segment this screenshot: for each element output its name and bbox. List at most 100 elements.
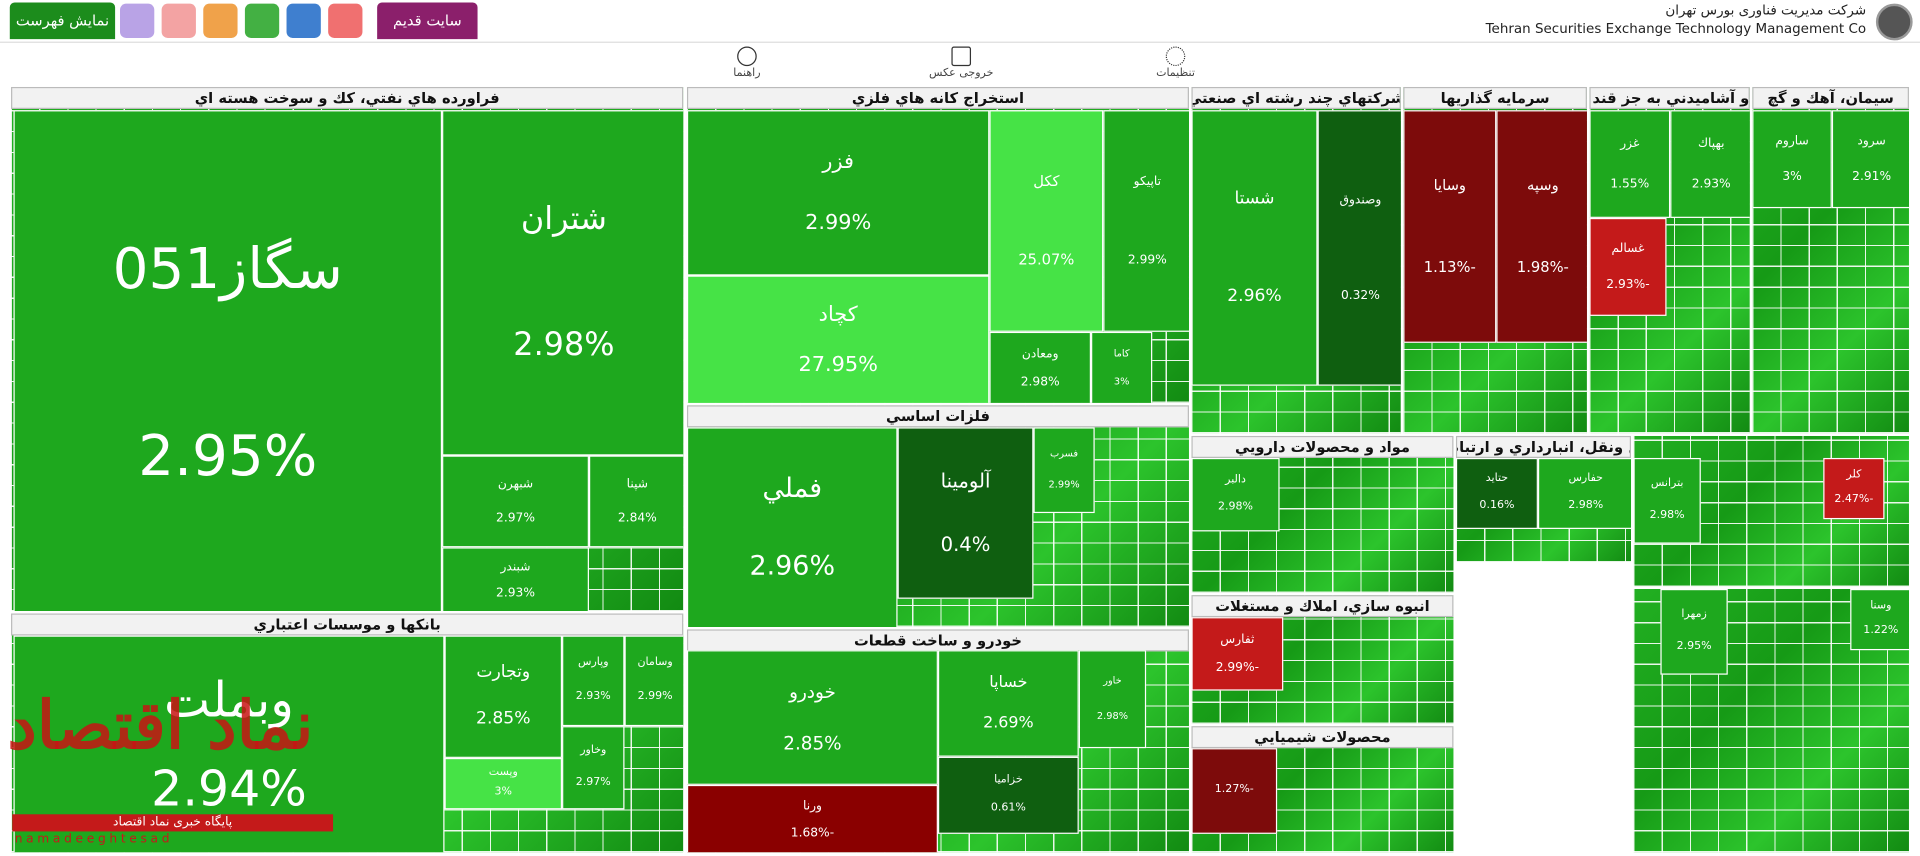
old-site-button[interactable]: سایت قدیم xyxy=(377,2,478,40)
stock-tile[interactable]: سگاز051 2.95% xyxy=(13,110,443,612)
stock-symbol: زمهرا xyxy=(1681,608,1707,621)
show-list-button[interactable]: نمایش فهرست xyxy=(9,2,116,40)
watermark-logo: نماد اقتصاد xyxy=(7,685,314,765)
stock-symbol: بترانس xyxy=(1650,477,1684,490)
sector: غذايي و آشاميدني به جز قند و شكر غزر 1.55%… xyxy=(1588,85,1752,435)
sector-title: حمل ونقل، انبارداري و ارتباطات xyxy=(1455,435,1632,458)
stock-change: 2.94% xyxy=(151,762,307,819)
help-tool[interactable]: راهنما xyxy=(698,46,796,80)
stock-tile[interactable]: كاما 3% xyxy=(1091,331,1153,403)
company-name: شرکت مدیریت فناوری بورس تهران Tehran Sec… xyxy=(1486,1,1867,38)
table-icon[interactable] xyxy=(203,3,238,38)
stock-tile[interactable]: حفارس 2.98% xyxy=(1537,457,1632,529)
stock-tile[interactable]: ورنا -1.68% xyxy=(686,784,938,853)
stock-tile[interactable]: شستا 2.96% xyxy=(1191,110,1318,386)
stock-tile[interactable]: شپنا 2.84% xyxy=(588,455,684,548)
settings-label: تنظیمات xyxy=(1156,67,1195,80)
stock-change: 1.22% xyxy=(1863,624,1899,637)
stock-symbol: شبندر xyxy=(500,560,531,575)
stock-change: 3% xyxy=(494,786,513,799)
stock-tile[interactable]: سرود 2.91% xyxy=(1831,110,1909,209)
stock-tile[interactable]: وسپه -1.98% xyxy=(1496,110,1587,343)
stock-symbol: شبهرن xyxy=(497,477,534,492)
stock-symbol: سرود xyxy=(1857,134,1886,148)
map-icon[interactable] xyxy=(328,3,363,38)
stock-tile[interactable]: وسايا -1.13% xyxy=(1403,110,1497,343)
report-icon[interactable] xyxy=(286,3,321,38)
stock-symbol: خساپا xyxy=(989,673,1028,692)
stock-symbol: شستا xyxy=(1234,188,1275,209)
sector: استخراج كانه هاي فلزي فزر 2.99% كچاد 27.95% ك… xyxy=(685,85,1191,405)
sector-title: سيمان، آهك و گچ xyxy=(1752,86,1909,109)
watermark-caption: پایگاه خبری نماد اقتصاد xyxy=(12,814,334,832)
stock-change: 2.85% xyxy=(476,709,531,729)
stock-tile[interactable]: بهپاك 2.93% xyxy=(1670,110,1750,218)
stock-tile[interactable]: بترانس 2.98% xyxy=(1633,457,1701,544)
stock-change: 2.99% xyxy=(1048,479,1080,491)
stock-change: 2.98% xyxy=(1218,501,1254,514)
stock-tile[interactable]: خساپا 2.69% xyxy=(937,650,1079,757)
stock-tile[interactable]: شبندر 2.93% xyxy=(442,547,589,612)
stock-change: 2.97% xyxy=(496,511,535,526)
stock-tile[interactable]: ثفارس -2.99% xyxy=(1191,617,1284,691)
stock-tile[interactable]: فزر 2.99% xyxy=(686,110,990,276)
stock-tile[interactable]: حتايد 0.16% xyxy=(1455,457,1538,529)
stock-tile[interactable]: دالبر 2.98% xyxy=(1191,457,1280,532)
stock-tile[interactable]: ساروم 3% xyxy=(1752,110,1832,209)
stock-tile[interactable]: وتجارت 2.85% xyxy=(444,635,563,758)
stock-tile[interactable]: وصندوق 0.32% xyxy=(1317,110,1401,386)
stock-tile[interactable]: فسرب 2.99% xyxy=(1033,427,1095,514)
stock-symbol: فملي xyxy=(762,474,823,505)
sector-title: فراورده هاي نفتي، كك و سوخت هسته اي xyxy=(11,86,684,109)
settings-tool[interactable]: تنظیمات xyxy=(1127,46,1225,80)
sector: خودرو و ساخت قطعات خودرو 2.85% خساپا 2.69% خز… xyxy=(685,628,1191,854)
stock-symbol: حفارس xyxy=(1568,472,1603,485)
stock-tile[interactable]: تاپيكو 2.99% xyxy=(1103,110,1189,332)
stock-tile[interactable]: شبهرن 2.97% xyxy=(442,455,589,548)
stock-symbol: وسپه xyxy=(1526,176,1559,194)
stock-tile[interactable]: خاور 2.98% xyxy=(1078,650,1147,749)
stock-tile[interactable]: ومعادن 2.98% xyxy=(989,331,1092,403)
globe-icon[interactable] xyxy=(120,3,155,38)
stock-change: 2.85% xyxy=(783,731,842,754)
sector: زمهرا 2.95% وسنا 1.22% xyxy=(1632,587,1911,854)
stock-change: 2.98% xyxy=(1568,499,1604,512)
stock-tile[interactable]: غسالم -2.93% xyxy=(1589,217,1667,316)
stock-symbol: فزر xyxy=(822,149,854,174)
export-tool[interactable]: خروجی عکس xyxy=(912,46,1010,80)
stock-change: -1.68% xyxy=(790,826,835,841)
stock-tile[interactable]: وپارس 2.93% xyxy=(562,635,625,727)
stock-symbol: ساروم xyxy=(1775,134,1809,148)
stock-tile[interactable]: خزاميا 0.61% xyxy=(937,756,1079,834)
stock-change: 0.16% xyxy=(1479,499,1515,512)
treemap: فراورده هاي نفتي، كك و سوخت هسته اي سگاز0… xyxy=(9,85,1911,856)
stock-tile[interactable]: شتران 2.98% xyxy=(442,110,684,456)
sector-title: سرمايه گذاريها xyxy=(1403,86,1587,109)
stock-change: 0.4% xyxy=(940,532,991,557)
home-icon[interactable] xyxy=(161,3,196,38)
stock-tile[interactable]: كچاد 27.95% xyxy=(686,275,990,403)
stock-tile[interactable]: غزر 1.55% xyxy=(1589,110,1671,218)
stock-tile[interactable]: فملي 2.96% xyxy=(686,427,898,627)
stock-symbol: وتجارت xyxy=(476,662,531,683)
stock-tile[interactable]: زمهرا 2.95% xyxy=(1660,588,1728,675)
stock-tile[interactable]: وخاور 2.97% xyxy=(562,726,625,810)
stock-symbol: وسنا xyxy=(1870,600,1892,613)
stock-change: -2.93% xyxy=(1606,278,1650,292)
stock-tile[interactable]: خودرو 2.85% xyxy=(686,650,938,785)
stock-change: -2.99% xyxy=(1215,661,1260,675)
stock-tile[interactable]: كلر -2.47% xyxy=(1823,457,1885,520)
stock-tile[interactable]: وسامان 2.99% xyxy=(624,635,684,727)
stock-change: 2.93% xyxy=(575,690,611,703)
stock-tile[interactable]: ككل 25.07% xyxy=(989,110,1104,332)
help-label: راهنما xyxy=(733,67,761,80)
stock-change: -1.27% xyxy=(1214,783,1254,796)
stock-tile[interactable]: آلومينا 0.4% xyxy=(897,427,1034,599)
stock-tile[interactable]: وسنا 1.22% xyxy=(1850,588,1909,651)
stock-change: -2.47% xyxy=(1834,493,1874,506)
stock-tile[interactable]: وپست 3% xyxy=(444,757,563,810)
stock-tile[interactable]: -1.27% xyxy=(1191,748,1278,834)
search-icon[interactable] xyxy=(244,3,280,38)
watermark: نماد اقتصاد پایگاه خبری نماد اقتصاد nama… xyxy=(7,685,338,846)
